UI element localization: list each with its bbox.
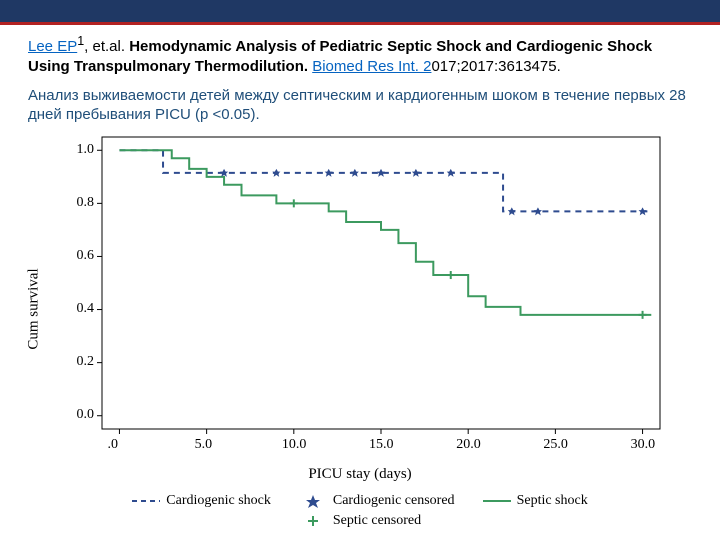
y-tick-label: 0.6 (77, 248, 95, 264)
legend-label: Septic censored (333, 513, 421, 529)
survival-chart: Cum survival PICU stay (days) 0.00.20.40… (40, 129, 680, 489)
x-tick-label: 15.0 (369, 437, 394, 453)
legend-swatch-star-icon (299, 494, 327, 508)
legend-label: Cardiogenic censored (333, 493, 455, 509)
x-tick-label: 20.0 (456, 437, 481, 453)
y-tick-label: 0.8 (77, 195, 95, 211)
x-tick-label: 25.0 (543, 437, 568, 453)
legend-swatch-dash-icon (132, 494, 160, 508)
legend-label: Cardiogenic shock (166, 493, 271, 509)
legend-septic-censored: Septic censored (299, 513, 421, 529)
chart-svg (40, 129, 680, 459)
y-tick-label: 0.2 (77, 354, 95, 370)
citation-block: Lee EP1, et.al. Hemodynamic Analysis of … (0, 25, 720, 80)
y-tick-label: 0.4 (77, 301, 95, 317)
x-tick-label: 30.0 (631, 437, 656, 453)
author-link[interactable]: Lee EP (28, 38, 77, 55)
citation-tail: 017;2017:3613475. (431, 58, 560, 75)
y-axis-label: Cum survival (26, 268, 43, 349)
chart-legend: Cardiogenic shock Cardiogenic censored S… (110, 493, 610, 529)
legend-swatch-plus-icon (299, 514, 327, 528)
journal-link[interactable]: Biomed Res Int. 2 (312, 58, 431, 75)
legend-cardiogenic-line: Cardiogenic shock (132, 493, 271, 509)
y-tick-label: 1.0 (77, 142, 95, 158)
citation-etal: , et.al. (84, 38, 129, 55)
legend-label: Septic shock (517, 493, 588, 509)
legend-cardiogenic-censored: Cardiogenic censored (299, 493, 455, 509)
header-banner (0, 0, 720, 25)
subtitle-text: Анализ выживаемости детей между септичес… (0, 80, 720, 129)
legend-septic-line: Septic shock (483, 493, 588, 509)
x-tick-label: .0 (107, 437, 118, 453)
y-tick-label: 0.0 (77, 407, 95, 423)
x-tick-label: 5.0 (195, 437, 213, 453)
legend-swatch-solid-icon (483, 494, 511, 508)
x-axis-label: PICU stay (days) (308, 466, 411, 483)
x-tick-label: 10.0 (282, 437, 307, 453)
